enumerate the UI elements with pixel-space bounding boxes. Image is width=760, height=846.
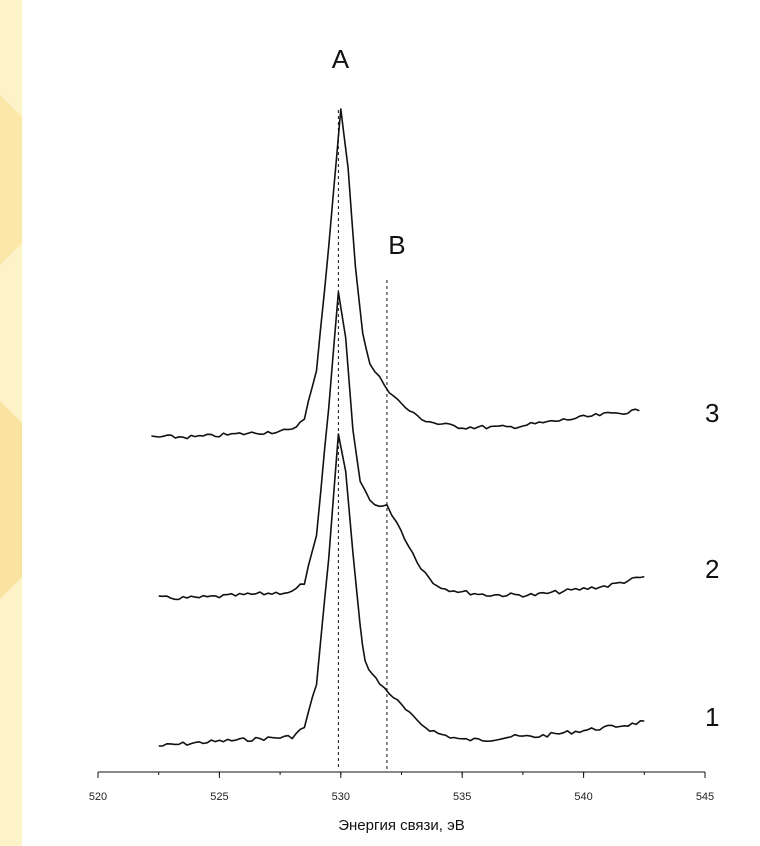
xps-spectrum-chart: 520 525 530 535 540 545 AB 123 Энергия связи,…: [89, 44, 720, 834]
spectrum-line-3: [151, 108, 640, 440]
x-tick-label: 545: [696, 791, 714, 803]
curve-label-3: 3: [705, 398, 719, 428]
spectrum-line-1: [158, 433, 645, 747]
spectrum-line-2: [158, 291, 645, 601]
x-axis-title: Энергия связи, эВ: [338, 817, 465, 834]
curve-label-1: 1: [705, 702, 719, 732]
spectra: 1 2 3: [151, 108, 719, 747]
x-tick-label: 520: [89, 791, 107, 803]
x-tick-label: 535: [453, 791, 471, 803]
x-tick-label: 540: [574, 791, 592, 803]
marker-label-b: B: [388, 230, 405, 260]
x-tick-label: 525: [210, 791, 228, 803]
x-tick-label: 530: [332, 791, 350, 803]
marker-label-a: A: [332, 44, 350, 74]
x-axis: 520 525 530 535 540 545: [89, 771, 714, 803]
reference-markers: AB: [332, 44, 406, 770]
curve-label-2: 2: [705, 554, 719, 584]
